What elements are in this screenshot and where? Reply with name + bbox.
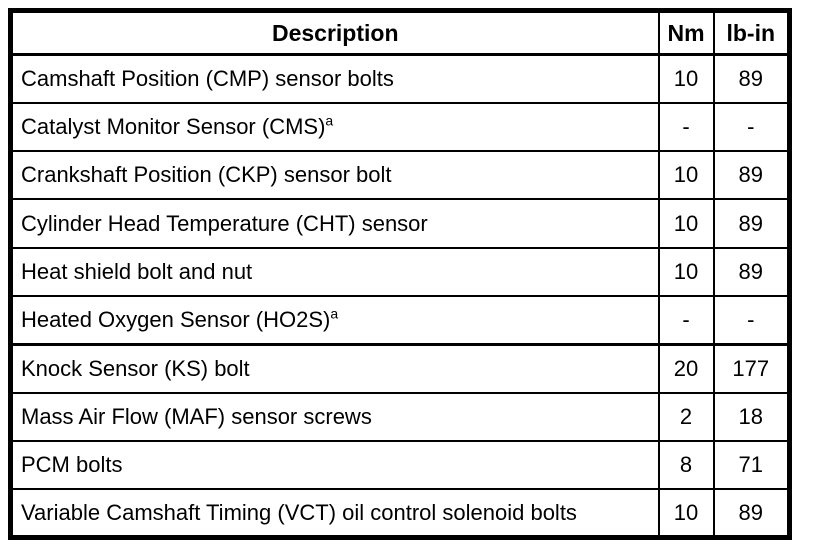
description-cell: Variable Camshaft Timing (VCT) oil contr… [9,488,660,539]
nm-value-cell: 20 [657,343,715,394]
footnote-superscript: a [330,305,339,322]
torque-spec-table: Description Nm lb-in Camshaft Position (… [8,8,792,540]
table-row: Crankshaft Position (CKP) sensor bolt 10… [9,150,791,201]
lb-in-value-cell: 89 [712,53,791,104]
description-cell: Knock Sensor (KS) bolt [9,343,660,394]
lb-in-value-cell: 89 [712,246,791,297]
description-cell: Crankshaft Position (CKP) sensor bolt [9,150,660,201]
nm-value-cell: 10 [657,198,715,249]
description-cell: Heat shield bolt and nut [9,246,660,297]
lb-in-value-cell: 71 [712,439,791,491]
lb-in-value-cell: 177 [712,343,791,394]
column-header-lb-in: lb-in [712,9,791,56]
nm-value-cell: - [657,294,715,346]
description-cell: Mass Air Flow (MAF) sensor screws [9,391,660,442]
footnote-superscript: a [325,112,334,129]
header-row: Description Nm lb-in [9,9,791,56]
lb-in-value-cell: 89 [712,150,791,201]
nm-value-cell: 10 [657,53,715,104]
table-row: Catalyst Monitor Sensor (CMS)a - - [9,101,791,153]
description-text: Cylinder Head Temperature (CHT) sensor [21,210,428,236]
nm-value-cell: 8 [657,439,715,491]
lb-in-value-cell: - [712,294,791,346]
description-text: Mass Air Flow (MAF) sensor screws [21,403,372,429]
table-row: Camshaft Position (CMP) sensor bolts 10 … [9,53,791,104]
nm-value-cell: 2 [657,391,715,442]
table-row: Heat shield bolt and nut 10 89 [9,246,791,297]
table-row: Variable Camshaft Timing (VCT) oil contr… [9,488,791,539]
table-row: Heated Oxygen Sensor (HO2S)a - - [9,294,791,346]
table-body: Camshaft Position (CMP) sensor bolts 10 … [9,53,791,539]
table-row: PCM bolts 8 71 [9,439,791,491]
description-text: Camshaft Position (CMP) sensor bolts [21,65,394,91]
table-row: Cylinder Head Temperature (CHT) sensor 1… [9,198,791,249]
description-text: Knock Sensor (KS) bolt [21,355,250,381]
lb-in-value-cell: 89 [712,488,791,539]
table-header: Description Nm lb-in [9,9,791,56]
description-cell: Catalyst Monitor Sensor (CMS)a [9,101,660,153]
column-header-description: Description [9,9,660,56]
description-cell: Heated Oxygen Sensor (HO2S)a [9,294,660,346]
description-cell: PCM bolts [9,439,660,491]
table-row: Knock Sensor (KS) bolt 20 177 [9,343,791,394]
description-text: Crankshaft Position (CKP) sensor bolt [21,162,392,188]
description-text: Catalyst Monitor Sensor (CMS) [21,113,326,139]
nm-value-cell: 10 [657,150,715,201]
nm-value-cell: 10 [657,488,715,539]
lb-in-value-cell: 89 [712,198,791,249]
lb-in-value-cell: 18 [712,391,791,442]
description-text: Heat shield bolt and nut [21,258,253,284]
table-row: Mass Air Flow (MAF) sensor screws 2 18 [9,391,791,442]
nm-value-cell: 10 [657,246,715,297]
column-header-nm: Nm [657,9,715,56]
description-cell: Cylinder Head Temperature (CHT) sensor [9,198,660,249]
description-text: Variable Camshaft Timing (VCT) oil contr… [21,499,577,525]
description-text: Heated Oxygen Sensor (HO2S) [21,306,331,332]
lb-in-value-cell: - [712,101,791,153]
nm-value-cell: - [657,101,715,153]
description-cell: Camshaft Position (CMP) sensor bolts [9,53,660,104]
description-text: PCM bolts [21,452,123,478]
